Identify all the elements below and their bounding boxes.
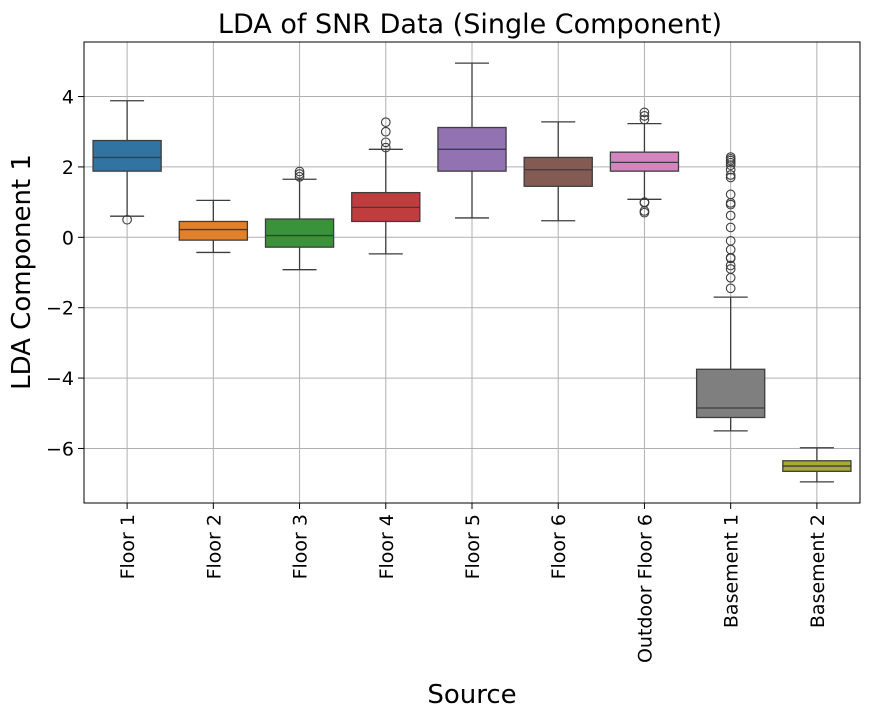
outlier-point: [639, 197, 650, 207]
outlier-point: [725, 152, 736, 162]
outlier-point: [725, 260, 736, 271]
x-tick-label: Outdoor Floor 6: [634, 514, 656, 663]
outlier-point: [380, 117, 391, 128]
outlier-point: [639, 111, 650, 121]
outlier-point: [380, 137, 391, 148]
box-outdoor-floor-6: [609, 107, 680, 218]
iqr-box: [523, 156, 593, 187]
iqr-box: [695, 368, 766, 419]
outlier-point: [725, 189, 736, 200]
y-tick-label: 0: [62, 227, 74, 249]
outlier-point: [725, 283, 736, 294]
box-series: [92, 62, 852, 483]
y-tick-label: 4: [62, 87, 74, 109]
x-tick-label: Floor 3: [290, 514, 312, 579]
x-tick-label: Floor 6: [548, 514, 570, 579]
outlier-point: [639, 107, 650, 118]
box-floor-1: [92, 100, 162, 225]
outlier-point: [725, 170, 736, 180]
outlier-point: [639, 114, 650, 125]
iqr-box: [92, 139, 162, 172]
box-basement-2: [782, 447, 852, 483]
iqr-box: [178, 220, 249, 241]
chart-title: LDA of SNR Data (Single Component): [218, 9, 722, 40]
outlier-point: [122, 214, 132, 225]
box-floor-2: [178, 199, 249, 254]
box-floor-5: [437, 62, 507, 219]
x-axis-title: Source: [427, 680, 516, 710]
x-tick-label: Basement 2: [807, 514, 829, 628]
y-axis-title: LDA Component 1: [7, 154, 37, 390]
y-tick-label: −2: [46, 298, 74, 320]
outlier-point: [725, 235, 736, 246]
box-floor-4: [351, 117, 421, 255]
y-tick-label: 2: [62, 157, 74, 179]
box-floor-6: [523, 121, 593, 222]
outlier-point: [294, 171, 305, 182]
axes: −6 −4 −2 0 2 4 Floor 1 Floor 2 Floor 3 Floor 4 Flo…: [46, 41, 861, 663]
outlier-point: [725, 210, 736, 221]
iqr-box: [264, 218, 335, 248]
box-basement-1: [695, 152, 766, 432]
outlier-point: [725, 264, 736, 274]
y-tick-label: −4: [46, 368, 74, 390]
outlier-point: [294, 166, 305, 177]
x-tick-label: Floor 1: [117, 514, 139, 579]
outlier-point: [725, 172, 736, 183]
x-tick-label: Floor 4: [376, 514, 398, 579]
x-tick-label: Floor 5: [462, 514, 484, 579]
y-tick-label: −6: [46, 438, 74, 460]
outlier-point: [294, 169, 305, 179]
outlier-point: [380, 142, 391, 153]
outlier-point: [380, 126, 391, 137]
iqr-box: [609, 151, 680, 172]
x-tick-label: Floor 2: [203, 514, 225, 579]
box-floor-3: [264, 166, 335, 271]
x-tick-label: Basement 1: [721, 514, 743, 628]
outlier-point: [725, 222, 736, 233]
